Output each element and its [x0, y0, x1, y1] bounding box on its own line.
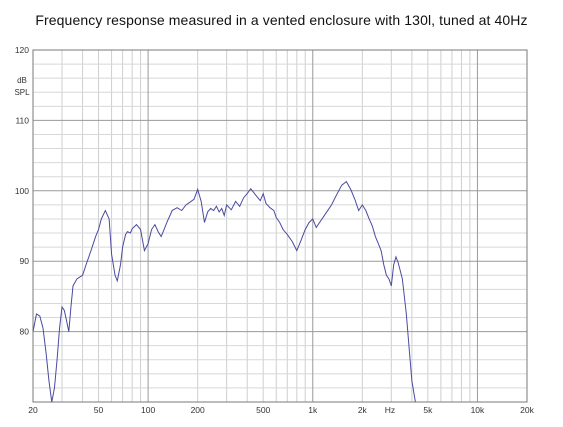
- x-tick-label: 1k: [308, 405, 318, 415]
- x-tick-label: 200: [191, 405, 205, 415]
- major-gridlines: [33, 50, 527, 402]
- y-tick-label: 80: [20, 327, 30, 337]
- y-unit-bottom: SPL: [14, 88, 30, 97]
- series-line: [32, 180, 416, 403]
- plot-frame: [32, 49, 528, 403]
- chart-title: Frequency response measured in a vented …: [35, 12, 528, 28]
- y-unit-top: dB: [17, 76, 27, 85]
- y-tick-label: 90: [20, 256, 30, 266]
- y-tick-label: 120: [15, 45, 29, 55]
- y-tick-label: 110: [15, 115, 29, 125]
- x-tick-label: 10k: [471, 405, 485, 415]
- x-unit-label: Hz: [385, 405, 395, 415]
- x-tick-label: 20k: [520, 405, 534, 415]
- x-tick-label: 20: [28, 405, 38, 415]
- x-tick-label: 100: [141, 405, 155, 415]
- x-tick-label: 500: [256, 405, 270, 415]
- y-tick-label: 100: [15, 186, 29, 196]
- minor-gridlines: [33, 50, 527, 402]
- x-tick-label: 2k: [358, 405, 368, 415]
- y-axis-tick-labels: 120 110 100 90 80: [15, 45, 29, 337]
- x-tick-label: 50: [94, 405, 104, 415]
- x-axis-tick-labels: 20 50 100 200 500 1k 2k 5k 10k 20k: [28, 405, 534, 415]
- x-tick-label: 5k: [423, 405, 433, 415]
